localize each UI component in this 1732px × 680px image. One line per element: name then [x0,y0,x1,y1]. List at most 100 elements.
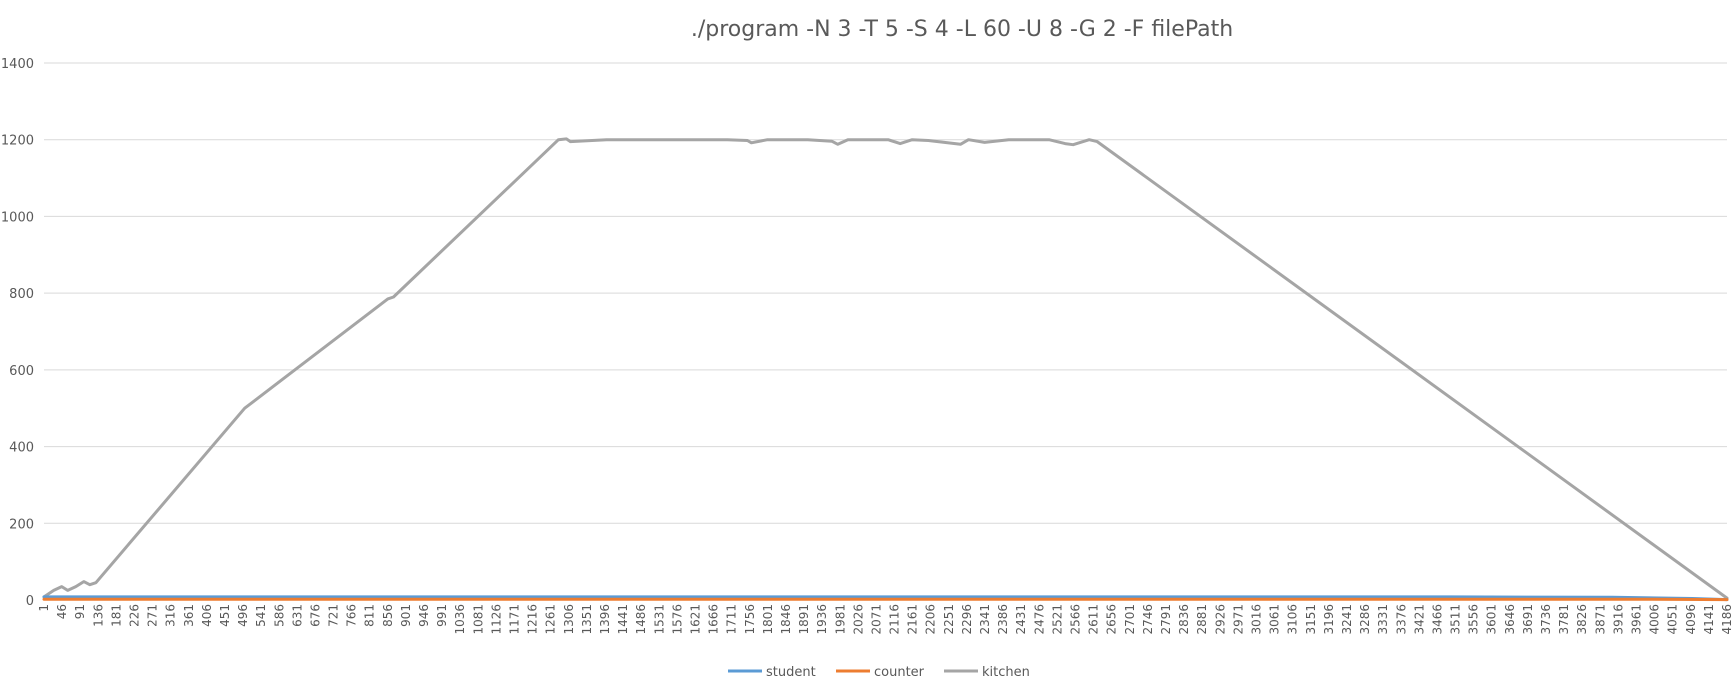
x-tick-label: 586 [272,604,286,627]
legend-label: student [766,665,816,680]
x-tick-label: 1126 [489,604,503,635]
x-tick-label: 3961 [1630,604,1644,635]
x-tick-label: 721 [327,604,341,627]
x-tick-label: 2206 [924,604,938,635]
x-tick-label: 676 [308,604,322,627]
x-tick-label: 856 [381,604,395,627]
gridlines [44,62,1727,601]
y-tick-label: 400 [9,441,34,456]
x-tick-label: 1711 [725,604,739,635]
x-tick-label: 3331 [1376,604,1390,635]
chart-title: ./program -N 3 -T 5 -S 4 -L 60 -U 8 -G 2… [691,17,1233,42]
x-tick-label: 3061 [1268,604,1282,635]
series-line-student [42,595,1729,602]
y-tick-label: 800 [9,287,34,302]
x-tick-label: 1756 [743,604,757,635]
x-tick-label: 4051 [1666,604,1680,635]
x-tick-label: 2431 [1014,604,1028,635]
x-tick-label: 3871 [1593,604,1607,635]
x-tick-label: 2296 [960,604,974,635]
x-tick-label: 1171 [508,604,522,635]
series-line-kitchen [42,137,1729,600]
x-tick-label: 3196 [1322,604,1336,635]
x-tick-label: 3511 [1449,604,1463,635]
x-tick-label: 2161 [906,604,920,635]
x-tick-label: 3286 [1358,604,1372,635]
x-tick-label: 3646 [1503,604,1517,635]
legend-item-counter: counter [836,665,925,680]
x-tick-label: 1666 [707,604,721,635]
x-tick-label: 3016 [1249,604,1263,635]
x-tick-label: 4006 [1648,604,1662,635]
x-tick-label: 1081 [471,604,485,635]
y-tick-label: 0 [26,594,34,609]
x-tick-label: 271 [146,604,160,627]
x-tick-label: 361 [182,604,196,627]
x-tick-label: 3556 [1467,604,1481,635]
x-tick-label: 946 [417,604,431,627]
x-tick-label: 1801 [761,604,775,635]
x-tick-label: 631 [290,604,304,627]
x-tick-label: 4186 [1720,604,1732,635]
x-axis-tick-labels: 1 46 91 136 181 226 271 316 361 406 451 496 541 586 63… [37,604,1732,635]
x-tick-label: 2926 [1213,604,1227,635]
x-tick-label: 1261 [544,604,558,635]
x-tick-label: 2026 [851,604,865,635]
x-tick-label: 901 [399,604,413,627]
x-tick-label: 2656 [1105,604,1119,635]
y-axis-tick-labels: 0 200 400 600 800 1000 1200 1400 [1,57,34,609]
x-tick-label: 4141 [1702,604,1716,635]
x-tick-label: 2476 [1032,604,1046,635]
x-tick-label: 1396 [598,604,612,635]
x-tick-label: 1891 [797,604,811,635]
y-tick-label: 1200 [1,134,34,149]
x-tick-label: 811 [363,604,377,627]
x-tick-label: 226 [127,604,141,627]
x-tick-label: 496 [236,604,250,627]
legend-item-student: student [728,665,816,680]
x-tick-label: 2971 [1231,604,1245,635]
x-tick-label: 1351 [580,604,594,635]
y-tick-label: 200 [9,517,34,532]
x-tick-label: 4096 [1684,604,1698,635]
x-tick-label: 1306 [562,604,576,635]
x-tick-label: 3106 [1286,604,1300,635]
legend-label: counter [874,665,925,680]
y-tick-label: 600 [9,364,34,379]
x-tick-label: 1216 [526,604,540,635]
x-tick-label: 2836 [1177,604,1191,635]
legend-item-kitchen: kitchen [944,665,1030,680]
x-tick-label: 1846 [779,604,793,635]
x-tick-label: 136 [91,604,105,627]
x-tick-label: 3601 [1485,604,1499,635]
x-tick-label: 3241 [1340,604,1354,635]
x-tick-label: 1936 [815,604,829,635]
x-tick-label: 1576 [670,604,684,635]
x-tick-label: 2386 [996,604,1010,635]
y-tick-label: 1400 [1,57,34,72]
x-tick-label: 3781 [1557,604,1571,635]
x-tick-label: 2791 [1159,604,1173,635]
x-tick-label: 3736 [1539,604,1553,635]
legend: student counter kitchen [728,665,1030,680]
series-lines [42,137,1729,602]
x-tick-label: 2701 [1123,604,1137,635]
x-tick-label: 2521 [1050,604,1064,635]
y-tick-label: 1000 [1,210,34,225]
x-tick-label: 2116 [888,604,902,635]
x-tick-label: 991 [435,604,449,627]
x-tick-label: 1531 [652,604,666,635]
x-tick-label: 3916 [1611,604,1625,635]
x-tick-label: 3421 [1412,604,1426,635]
x-tick-label: 91 [73,604,87,619]
x-tick-label: 2251 [942,604,956,635]
legend-label: kitchen [982,665,1030,680]
x-tick-label: 2611 [1087,604,1101,635]
x-tick-label: 766 [345,604,359,627]
x-tick-label: 1036 [453,604,467,635]
x-tick-label: 3691 [1521,604,1535,635]
x-tick-label: 1486 [634,604,648,635]
x-tick-label: 2341 [978,604,992,635]
x-tick-label: 46 [55,604,69,619]
